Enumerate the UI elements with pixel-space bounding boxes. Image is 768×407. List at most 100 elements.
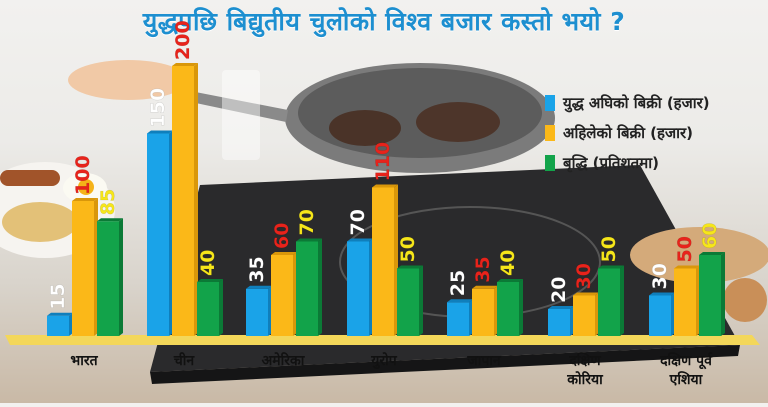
bar-side-growth — [119, 218, 123, 336]
bar-top-growth — [699, 252, 725, 255]
bar-current — [674, 268, 696, 336]
bar-top-current — [72, 198, 98, 201]
bar-side-growth — [219, 279, 223, 336]
bar-top-growth — [497, 279, 523, 282]
value-label-before: 150 — [147, 88, 169, 128]
bar-before — [147, 133, 169, 336]
value-label-growth: 50 — [598, 236, 620, 262]
legend-item-series-1: युद्ध अघिको बिक्री (हजार) — [545, 88, 760, 118]
bar-top-current — [271, 252, 297, 255]
value-label-growth: 40 — [497, 250, 519, 276]
fried-rice — [2, 202, 78, 242]
category-label: भारत — [34, 352, 134, 371]
bar-current — [573, 295, 595, 336]
category-label-line: भारत — [70, 353, 98, 369]
legend-swatch-green — [545, 155, 555, 171]
bar-side-growth — [620, 265, 624, 336]
onion — [723, 278, 767, 322]
category-label: जापान — [434, 352, 534, 371]
bar-top-current — [372, 184, 398, 188]
bar-top-before — [447, 299, 473, 303]
bar-side-current — [194, 63, 198, 336]
bar-current — [72, 201, 94, 336]
category-label: अमेरिका — [233, 352, 333, 371]
category-label: दक्षिण पूर्व एशिया — [636, 352, 736, 390]
bar-growth — [699, 255, 721, 336]
bar-top-growth — [598, 265, 624, 269]
bar-before — [548, 309, 570, 336]
value-label-before: 15 — [47, 283, 69, 309]
value-label-growth: 70 — [296, 209, 318, 235]
bar-growth — [97, 221, 119, 336]
value-label-current: 60 — [271, 223, 293, 249]
value-label-current: 110 — [372, 142, 394, 182]
bar-top-current — [172, 63, 198, 66]
bar-growth — [497, 282, 519, 336]
bar-current — [271, 255, 293, 336]
category-label: दक्षिण कोरिया — [535, 352, 635, 390]
sausage — [0, 170, 60, 186]
value-label-current: 35 — [472, 256, 494, 282]
bar-growth — [197, 282, 219, 336]
bar-before — [447, 302, 469, 336]
bars-group — [47, 63, 725, 336]
category-label: युरोप — [334, 352, 434, 371]
bar-top-growth — [296, 238, 322, 242]
category-label-line: कोरिया — [567, 372, 603, 388]
bar-top-current — [472, 285, 498, 289]
chart-legend: युद्ध अघिको बिक्री (हजार) अहिलेको बिक्री… — [545, 88, 760, 178]
value-label-growth: 60 — [699, 223, 721, 249]
bar-current — [172, 66, 194, 336]
bar-top-before — [147, 130, 173, 134]
bar-side-growth — [721, 252, 725, 336]
value-label-current: 30 — [573, 263, 595, 289]
category-label-line: दक्षिण — [569, 353, 601, 369]
patty-left — [329, 110, 401, 146]
hand — [68, 60, 188, 100]
bar-growth — [598, 268, 620, 336]
value-label-growth: 50 — [397, 236, 419, 262]
legend-label: अहिलेको बिक्री (हजार) — [563, 124, 694, 142]
bar-top-growth — [397, 265, 423, 269]
category-label-line: जापान — [467, 353, 501, 369]
legend-item-series-2: अहिलेको बिक्री (हजार) — [545, 118, 760, 148]
bar-top-current — [573, 292, 599, 296]
bar-top-current — [674, 265, 700, 269]
bar-top-before — [347, 238, 373, 242]
pan-handle — [172, 88, 288, 122]
value-label-before: 35 — [246, 256, 268, 282]
value-label-growth: 85 — [97, 189, 119, 215]
legend-item-series-3: बृद्धि (प्रतिशतमा) — [545, 148, 760, 178]
legend-label: युद्ध अघिको बिक्री (हजार) — [563, 94, 710, 112]
egg-yolk — [78, 179, 94, 195]
category-label-line: युरोप — [371, 353, 397, 369]
bar-growth — [397, 268, 419, 336]
bar-side-growth — [419, 265, 423, 336]
page-title: युद्धपछि बिद्युतीय चुलोको विश्व बजार कस्… — [142, 7, 626, 36]
bar-side-growth — [318, 238, 322, 336]
category-label-line: दक्षिण पूर्व — [660, 353, 712, 369]
legend-swatch-blue — [545, 95, 555, 111]
bar-top-before — [246, 285, 272, 289]
patty-right — [416, 102, 500, 142]
value-label-before: 25 — [447, 270, 469, 296]
bar-top-growth — [197, 279, 223, 282]
bar-top-before — [649, 292, 675, 296]
value-label-current: 50 — [674, 236, 696, 262]
value-label-before: 70 — [347, 209, 369, 235]
category-label-line: एशिया — [669, 372, 703, 388]
bar-before — [246, 288, 268, 336]
bar-current — [472, 288, 494, 336]
cooktop-edge — [150, 345, 740, 384]
bar-current — [372, 187, 394, 336]
bar-before — [47, 315, 69, 336]
value-label-current: 200 — [172, 20, 194, 60]
bar-top-growth — [97, 218, 123, 222]
bar-before — [649, 295, 671, 336]
category-label: चीन — [134, 352, 234, 371]
bar-top-before — [47, 312, 73, 316]
legend-swatch-yellow — [545, 125, 555, 141]
bar-growth — [296, 241, 318, 336]
